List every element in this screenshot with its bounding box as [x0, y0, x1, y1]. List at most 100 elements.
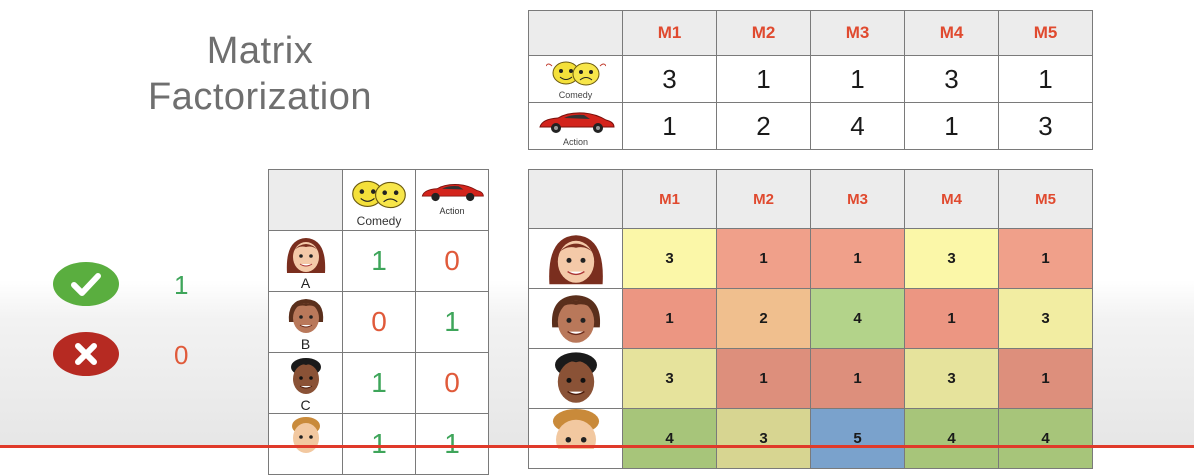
user-action-cell: 1: [415, 291, 489, 353]
rating-cell: 1: [622, 288, 717, 349]
comedy-masks-icon: [545, 61, 606, 86]
movie-header: M5: [998, 10, 1093, 56]
rating-cell: 1: [716, 228, 811, 289]
table-row: B 0 1: [268, 291, 489, 353]
genre-cell: 4: [810, 102, 905, 150]
man-face-icon: [554, 351, 597, 403]
movie-header: M5: [998, 169, 1093, 229]
user-avatar-a: A: [268, 230, 343, 292]
movie-header: M4: [904, 169, 999, 229]
rating-cell: 1: [998, 348, 1093, 409]
cross-icon: [53, 332, 119, 376]
movie-genre-table: M1 M2 M3 M4 M5 Comedy 3 1 1 3 1: [528, 10, 1093, 150]
checkmark-glyph: [71, 273, 101, 296]
rating-cell: 4: [622, 408, 717, 469]
user-table-corner: [268, 169, 343, 231]
rating-cell: 3: [622, 228, 717, 289]
woman-face-icon: [548, 234, 603, 284]
genre-cell: 1: [904, 102, 999, 150]
movie-header: M2: [716, 10, 811, 56]
genre-table-corner: [528, 10, 623, 56]
comedy-masks-icon: [352, 180, 406, 209]
user-action-cell: 0: [415, 352, 489, 414]
user-comedy-cell: 0: [342, 291, 416, 353]
action-column-header: Action: [415, 169, 489, 231]
table-row: C 1 0: [268, 352, 489, 414]
genre-cell: 1: [810, 55, 905, 103]
rating-cell: 1: [716, 348, 811, 409]
comedy-row-header: Comedy: [528, 55, 623, 103]
user-label: A: [300, 275, 311, 291]
user-action-cell: 0: [415, 230, 489, 292]
rating-matrix-corner: [528, 169, 623, 229]
rating-cell: 1: [998, 228, 1093, 289]
title-line-2: Factorization: [147, 76, 373, 118]
table-row: 1 2 4 1 3: [528, 288, 1093, 349]
table-row: A 1 0: [268, 230, 489, 292]
bottom-accent-line: [0, 445, 1194, 448]
sports-car-icon: [538, 112, 615, 133]
genre-cell: 1: [622, 102, 717, 150]
woman-face-icon: [551, 294, 600, 343]
action-row-header: Action: [528, 102, 623, 150]
genre-cell: 1: [716, 55, 811, 103]
rating-cell: 3: [904, 348, 999, 409]
movie-header: M2: [716, 169, 811, 229]
genre-cell: 2: [716, 102, 811, 150]
comedy-label: Comedy: [356, 214, 402, 228]
user-avatar-c: [528, 348, 623, 409]
woman-face-icon: [286, 238, 325, 273]
table-row: 4 3 5 4 4: [528, 408, 1093, 469]
movie-header: M3: [810, 10, 905, 56]
rating-cell: 4: [904, 408, 999, 469]
genre-cell: 3: [998, 102, 1093, 150]
rating-matrix: M1 M2 M3 M4 M5 3 1 1 3 1: [528, 169, 1093, 469]
user-comedy-cell: 1: [342, 413, 416, 475]
rating-cell: 3: [716, 408, 811, 469]
movie-header: M4: [904, 10, 999, 56]
genre-cell: 1: [998, 55, 1093, 103]
comedy-label: Comedy: [558, 90, 593, 100]
user-avatar-a: [528, 228, 623, 289]
title-line-1: Matrix: [206, 30, 314, 72]
user-avatar-d: [268, 413, 343, 475]
rating-cell: 3: [998, 288, 1093, 349]
user-avatar-b: B: [268, 291, 343, 353]
user-action-cell: 1: [415, 413, 489, 475]
user-avatar-b: [528, 288, 623, 349]
rating-cell: 3: [904, 228, 999, 289]
rating-cell: 5: [810, 408, 905, 469]
checkmark-icon: [53, 262, 119, 306]
table-row: 1 1: [268, 413, 489, 475]
rating-cell: 3: [622, 348, 717, 409]
user-avatar-c: C: [268, 352, 343, 414]
user-comedy-cell: 1: [342, 352, 416, 414]
rating-cell: 1: [904, 288, 999, 349]
movie-header: M1: [622, 169, 717, 229]
action-label: Action: [439, 206, 465, 216]
sports-car-icon: [421, 184, 484, 202]
comedy-column-header: Comedy: [342, 169, 416, 231]
table-row: 3 1 1 3 1: [528, 228, 1093, 289]
movie-header: M3: [810, 169, 905, 229]
rating-cell: 4: [998, 408, 1093, 469]
genre-cell: 3: [622, 55, 717, 103]
user-genre-table: Comedy Action A 1 0: [268, 169, 489, 475]
rating-cell: 1: [810, 228, 905, 289]
woman-face-icon: [288, 299, 323, 333]
no-value: 0: [174, 340, 189, 370]
boy-face-icon: [291, 417, 320, 453]
user-label: B: [300, 336, 311, 352]
user-label: C: [300, 397, 311, 413]
man-face-icon: [290, 358, 321, 394]
rating-cell: 2: [716, 288, 811, 349]
action-label: Action: [562, 137, 588, 147]
rating-cell: 4: [810, 288, 905, 349]
yes-value: 1: [174, 270, 189, 300]
movie-header: M1: [622, 10, 717, 56]
table-row: 3 1 1 3 1: [528, 348, 1093, 409]
cross-glyph: [75, 343, 97, 365]
rating-cell: 1: [810, 348, 905, 409]
user-comedy-cell: 1: [342, 230, 416, 292]
user-avatar-d: [528, 408, 623, 469]
